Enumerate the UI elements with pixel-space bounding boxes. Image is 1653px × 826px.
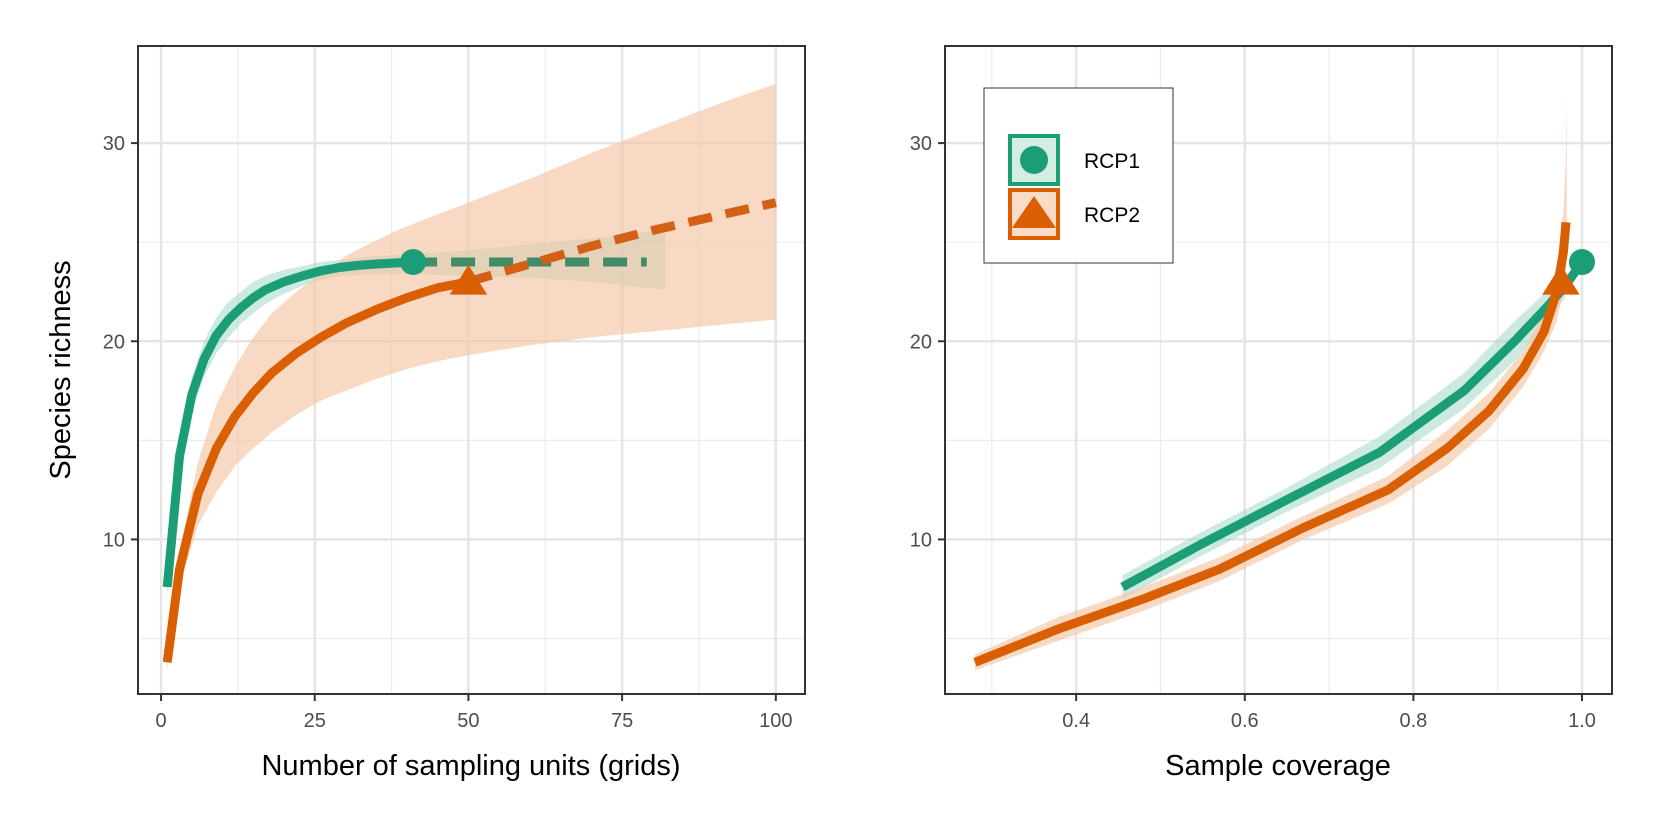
left-y-axis-title: Species richness	[45, 260, 77, 479]
x-tick-label: 1.0	[1568, 710, 1596, 732]
x-tick-label: 0.4	[1062, 710, 1090, 732]
right-points	[1542, 249, 1595, 295]
legend: RCP1 RCP2	[983, 87, 1174, 264]
panel-left: 0 25 50 75 100 10 20 30 Number of sampling unit…	[45, 45, 806, 782]
right-bands	[975, 93, 1567, 671]
legend-label-rcp1: RCP1	[1084, 150, 1140, 173]
x-tick-label: 25	[304, 710, 326, 732]
x-tick-label: 0.6	[1231, 710, 1259, 732]
right-ticks: 0.4 0.6 0.8 1.0 10 20 30	[910, 133, 1596, 732]
x-tick-label: 0.8	[1399, 710, 1427, 732]
rarefaction-line-rcp2	[162, 277, 470, 663]
coverage-line-rcp1	[1120, 259, 1586, 591]
rarefaction-line-rcp1	[162, 257, 414, 588]
observed-point-rcp2	[449, 264, 488, 295]
y-tick-label: 10	[910, 529, 932, 551]
left-x-axis-title: Number of sampling units (grids)	[261, 750, 680, 782]
observed-point-rcp1	[1568, 249, 1595, 275]
confidence-band-rcp1	[1122, 269, 1566, 599]
left-ticks: 0 25 50 75 100 10 20 30	[103, 133, 793, 732]
legend-label-rcp2: RCP2	[1084, 204, 1140, 227]
legend-key-rcp2	[1008, 188, 1060, 240]
legend-triangle-icon	[1012, 196, 1056, 228]
observed-point-rcp2	[1542, 264, 1580, 295]
confidence-band-rcp2	[975, 93, 1567, 671]
x-tick-label: 0	[155, 710, 166, 732]
x-tick-label: 75	[611, 710, 633, 732]
right-x-axis-title: Sample coverage	[1165, 750, 1391, 782]
left-points	[400, 249, 488, 295]
legend-key-rcp1	[1008, 134, 1060, 186]
x-tick-label: 100	[759, 710, 792, 732]
y-tick-label: 30	[910, 133, 932, 155]
left-panel-border	[137, 45, 806, 695]
panel-right: 0.4 0.6 0.8 1.0 10 20 30 Sample coverage	[910, 45, 1613, 782]
y-tick-label: 10	[103, 529, 125, 551]
left-bands	[167, 83, 776, 671]
observed-point-rcp1	[400, 249, 427, 275]
y-tick-label: 30	[103, 133, 125, 155]
confidence-band-rcp2	[167, 83, 776, 671]
left-lines	[162, 198, 777, 663]
y-tick-label: 20	[103, 331, 125, 353]
legend-circle-icon	[1020, 146, 1048, 174]
y-tick-label: 20	[910, 331, 932, 353]
x-tick-label: 50	[457, 710, 479, 732]
extrapolation-line-rcp2	[467, 198, 777, 287]
right-panel-border	[944, 45, 1613, 695]
